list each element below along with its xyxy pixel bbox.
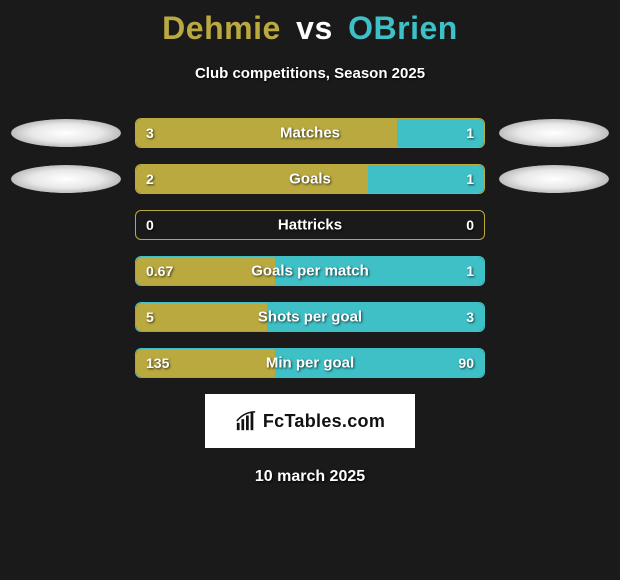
value-right: 1: [466, 171, 474, 187]
stat-row: 2 1 Goals: [0, 164, 620, 194]
value-right: 1: [466, 263, 474, 279]
metric-label: Matches: [280, 125, 340, 142]
value-left: 135: [146, 355, 169, 371]
comparison-date: 10 march 2025: [0, 468, 620, 486]
stat-row: 135 90 Min per goal: [0, 348, 620, 378]
value-left: 0: [146, 217, 154, 233]
stat-row: 3 1 Matches: [0, 118, 620, 148]
value-left: 5: [146, 309, 154, 325]
value-left: 2: [146, 171, 154, 187]
platform-right: [499, 119, 609, 147]
vs-label: vs: [296, 10, 333, 46]
value-right: 1: [466, 125, 474, 141]
metric-label: Goals per match: [251, 263, 369, 280]
value-right: 90: [458, 355, 474, 371]
fill-left: [136, 303, 267, 331]
value-left: 3: [146, 125, 154, 141]
metric-label: Goals: [289, 171, 331, 188]
platform-left: [11, 165, 121, 193]
fill-left: [136, 165, 368, 193]
player1-name: Dehmie: [162, 10, 281, 46]
metric-label: Min per goal: [266, 355, 354, 372]
stat-row: 0 0 Hattricks: [0, 210, 620, 240]
stat-row: 5 3 Shots per goal: [0, 302, 620, 332]
player2-name: OBrien: [348, 10, 458, 46]
stat-bar: 2 1 Goals: [135, 164, 485, 194]
stat-bar: 0 0 Hattricks: [135, 210, 485, 240]
value-left: 0.67: [146, 263, 173, 279]
platform-left: [11, 119, 121, 147]
stat-bar: 3 1 Matches: [135, 118, 485, 148]
brand-text: FcTables.com: [263, 411, 385, 432]
comparison-title: Dehmie vs OBrien: [0, 0, 620, 47]
stat-bar: 5 3 Shots per goal: [135, 302, 485, 332]
metric-label: Shots per goal: [258, 309, 362, 326]
value-right: 0: [466, 217, 474, 233]
brand-badge: FcTables.com: [205, 394, 415, 448]
brand-chart-icon: [235, 410, 257, 432]
stat-bar: 135 90 Min per goal: [135, 348, 485, 378]
subtitle: Club competitions, Season 2025: [0, 65, 620, 82]
stat-row: 0.67 1 Goals per match: [0, 256, 620, 286]
platform-right: [499, 165, 609, 193]
metric-label: Hattricks: [278, 217, 342, 234]
stat-bar: 0.67 1 Goals per match: [135, 256, 485, 286]
fill-left: [136, 119, 397, 147]
value-right: 3: [466, 309, 474, 325]
stat-rows: 3 1 Matches 2 1 Goals 0 0 Hattricks 0.67 1 Goals pe…: [0, 118, 620, 378]
